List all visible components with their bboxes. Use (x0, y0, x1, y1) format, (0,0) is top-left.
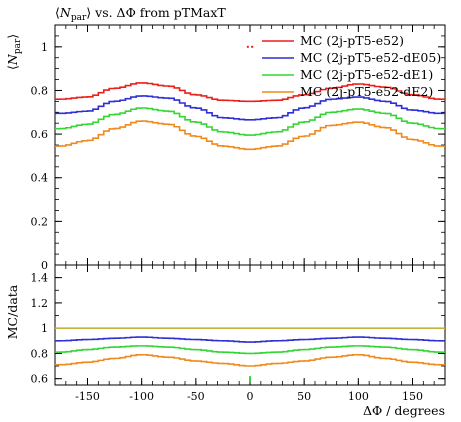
series-line-4 (55, 120, 445, 151)
title-rest: vs. ΔΦ from pTMaxT (91, 5, 226, 20)
top-y-tick-label: 0 (41, 259, 48, 272)
ratio-line-4 (55, 353, 445, 367)
legend-label-1: MC (2j-pT5-e52) (300, 33, 404, 48)
ratio-panel-series (55, 327, 445, 383)
data-point (251, 45, 254, 48)
title-lang: ⟨ (55, 5, 60, 20)
x-axis-label: ΔΦ / degrees (363, 403, 445, 418)
x-tick-label: -150 (75, 390, 100, 403)
ylabel-rang: ⟩ (5, 34, 20, 39)
ylabel-sub: par (13, 38, 23, 54)
ratio-y-axis-label: MC/data (5, 284, 20, 339)
x-tick-label: 100 (348, 390, 369, 403)
ratio-line-3 (55, 345, 445, 355)
ratio-y-tick-label: 1.4 (31, 272, 49, 285)
top-y-tick-label: 0.8 (31, 84, 49, 97)
ylabel-lang: ⟨ (5, 65, 20, 70)
legend: MC (2j-pT5-e52) MC (2j-pT5-e52-dE05) MC (2… (262, 33, 441, 99)
ratio-y-tick-label: 0.6 (31, 373, 49, 386)
title-sub: par (71, 13, 87, 23)
ratio-y-tick-label: 1 (41, 322, 48, 335)
x-tick-label: 0 (247, 390, 254, 403)
ratio-marker (249, 376, 251, 383)
top-y-tick-label: 0.4 (31, 172, 49, 185)
ratio-panel-ticks: 0.6 0.8 1 1.2 1.4 (31, 264, 445, 386)
legend-label-3: MC (2j-pT5-e52-dE1) (300, 67, 433, 82)
ratio-panel-frame (54, 264, 446, 386)
x-tick-label: -50 (187, 390, 205, 403)
series-line-3 (55, 107, 445, 136)
legend-label-2: MC (2j-pT5-e52-dE05) (300, 50, 441, 65)
top-y-tick-label: 0.2 (31, 215, 49, 228)
top-y-axis-label: ⟨Npar⟩ (5, 34, 23, 70)
title-n: N (59, 5, 72, 20)
x-tick-label: 150 (402, 390, 423, 403)
x-tick-label: 50 (297, 390, 311, 403)
legend-label-4: MC (2j-pT5-e52-dE2) (300, 84, 433, 99)
data-point (246, 45, 249, 48)
chart-title: ⟨Npar⟩ vs. ΔΦ from pTMaxT (55, 5, 226, 23)
x-tick-labels: -150 -100 -50 0 50 100 150 (54, 25, 446, 403)
top-y-tick-label: 0.6 (31, 128, 49, 141)
ratio-line-2 (55, 336, 445, 343)
top-y-tick-label: 1 (41, 41, 48, 54)
series-line-2 (55, 95, 445, 121)
x-tick-label: -100 (129, 390, 154, 403)
series-line-1 (55, 82, 445, 103)
top-panel-ticks: 0 0.2 0.4 0.6 0.8 1 (31, 24, 445, 272)
ratio-y-tick-label: 0.8 (31, 347, 49, 360)
title-rang: ⟩ (86, 5, 91, 20)
ratio-y-tick-label: 1.2 (31, 297, 49, 310)
ylabel-n: N (5, 53, 20, 66)
top-panel-series (55, 45, 445, 151)
